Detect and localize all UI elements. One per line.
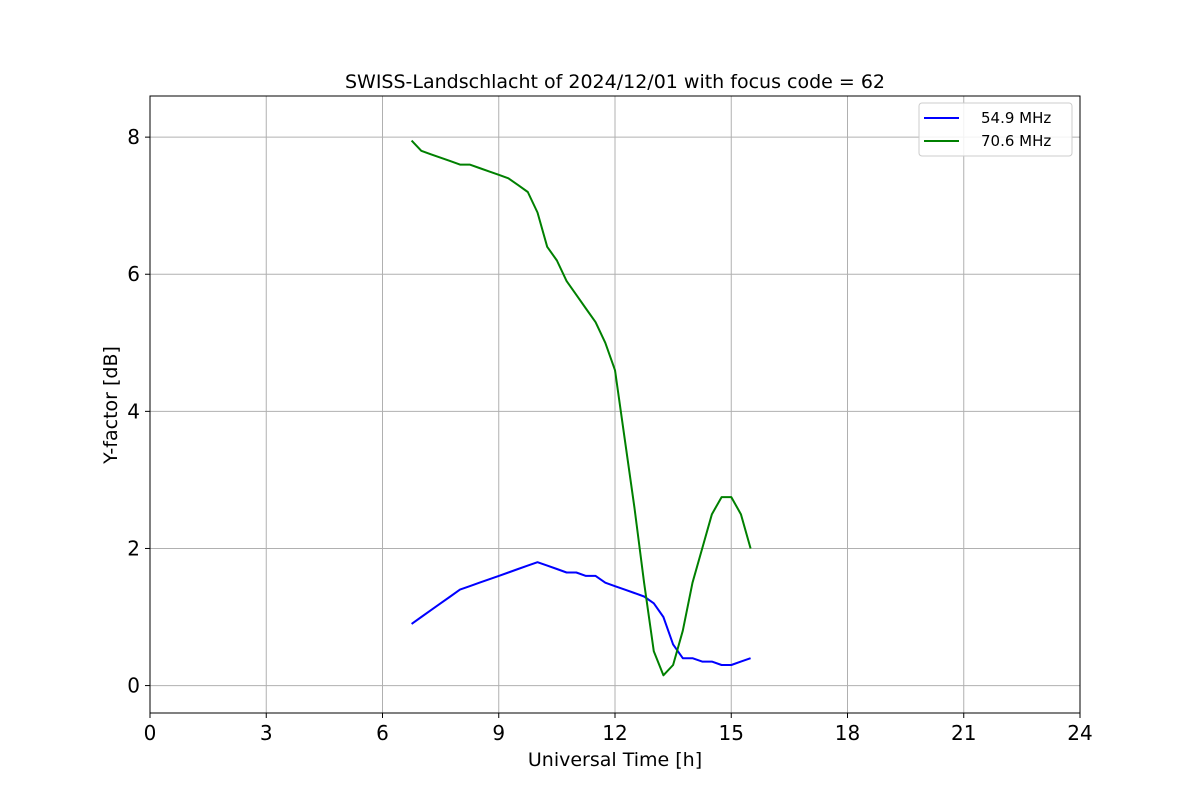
- x-tick-label: 3: [260, 721, 273, 745]
- legend-box: [918, 102, 1073, 157]
- x-tick-label: 0: [144, 721, 157, 745]
- x-tick-label: 9: [492, 721, 505, 745]
- x-tick-label: 6: [376, 721, 389, 745]
- x-tick-label: 18: [835, 721, 860, 745]
- series-layer: [410, 139, 752, 677]
- x-tick-label: 15: [719, 721, 744, 745]
- y-tick-label: 8: [127, 125, 140, 149]
- y-tick-label: 6: [127, 262, 140, 286]
- grid: [149, 96, 1081, 713]
- series-line-2: [410, 139, 752, 677]
- series-line-1: [411, 561, 751, 666]
- y-tick-label: 0: [127, 674, 140, 698]
- y-tick-label: 2: [127, 536, 140, 560]
- x-tick-label: 21: [951, 721, 976, 745]
- y-axis-label: Y-factor [dB]: [100, 346, 122, 465]
- legend-entry-label: 54.9 MHz: [981, 109, 1051, 127]
- legend: 54.9 MHz 70.6 MHz: [918, 102, 1073, 157]
- legend-entry-label: 70.6 MHz: [981, 132, 1051, 150]
- chart-title: SWISS-Landschlacht of 2024/12/01 with fo…: [345, 71, 885, 93]
- y-tick-label: 4: [127, 399, 140, 423]
- x-tick-label: 12: [602, 721, 627, 745]
- x-axis-label: Universal Time [h]: [528, 749, 702, 771]
- x-tick-label: 24: [1067, 721, 1092, 745]
